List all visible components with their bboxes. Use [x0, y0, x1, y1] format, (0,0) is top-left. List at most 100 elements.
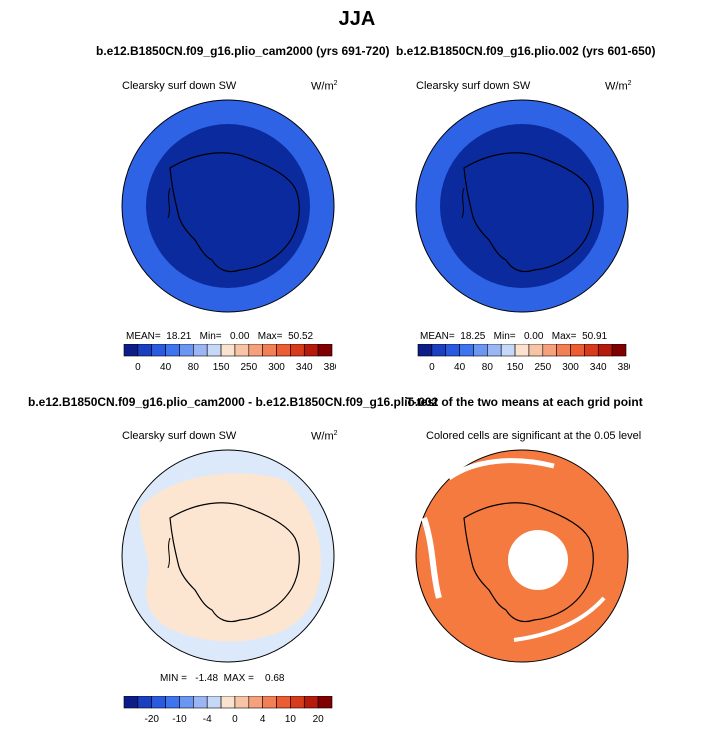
- colorbar-label: 0: [232, 714, 238, 725]
- colorbar-label: 0: [135, 362, 141, 373]
- panel-4-title: T-test of the two means at each grid poi…: [406, 395, 643, 409]
- antarctica-coastline: [169, 152, 300, 273]
- colorbar-swatch: [611, 344, 627, 357]
- colorbar-swatch: [431, 344, 447, 357]
- colorbar-swatch: [193, 344, 208, 357]
- colorbar-swatch: [220, 696, 236, 709]
- colorbar-swatch: [165, 696, 180, 709]
- panel-1-stats: MEAN= 18.21 Min= 0.00 Max= 50.52: [126, 331, 314, 342]
- colorbar-swatch: [137, 696, 153, 709]
- colorbar-label: 300: [562, 362, 579, 373]
- colorbar-swatch: [220, 344, 236, 357]
- colorbar-label: -4: [203, 714, 212, 725]
- colorbar-label: 340: [296, 362, 313, 373]
- panel-3-minmax: MIN = -1.48 MAX = 0.68: [160, 673, 285, 684]
- panel-3-units: W/m2: [311, 430, 338, 443]
- colorbar-2: 0 40 80 150 250 300 340 380: [417, 344, 630, 373]
- colorbar-swatch: [248, 696, 263, 709]
- colorbar-swatch: [234, 696, 250, 709]
- colorbar-swatch: [317, 344, 333, 357]
- colorbar-label: 250: [534, 362, 551, 373]
- colorbar-label: 4: [260, 714, 266, 725]
- inner-disc: [440, 124, 604, 288]
- panel-2-title: b.e12.B1850CN.f09_g16.plio.002 (yrs 601-…: [396, 44, 656, 58]
- colorbar-label: 80: [188, 362, 200, 373]
- colorbar-swatch: [556, 344, 571, 357]
- colorbar-label: 380: [618, 362, 630, 373]
- panel-2-map: [415, 99, 629, 313]
- colorbar-label: 80: [482, 362, 494, 373]
- colorbar-swatch: [570, 344, 585, 357]
- antarctica-coastline: [463, 502, 594, 623]
- colorbar-swatch: [417, 344, 433, 357]
- colorbar-3: -20 -10 -4 0 4 10 20: [123, 696, 333, 725]
- colorbar-1: 0 40 80 150 250 300 340 380: [123, 344, 336, 373]
- panel-3-map: [121, 449, 335, 663]
- colorbar-label: -20: [145, 714, 160, 725]
- panel-1-map: [121, 99, 335, 313]
- colorbar-swatch: [445, 344, 460, 357]
- colorbar-label: 10: [285, 714, 297, 725]
- colorbar-label: 250: [240, 362, 257, 373]
- colorbar-swatch: [276, 696, 291, 709]
- colorbar-swatch: [528, 344, 544, 357]
- colorbar-swatch: [206, 696, 222, 709]
- insignificant-band-west: [421, 517, 442, 599]
- colorbar-label: 380: [324, 362, 336, 373]
- colorbar-swatch: [248, 344, 263, 357]
- panel-3-variable: Clearsky surf down SW: [122, 430, 237, 442]
- panel-2-variable: Clearsky surf down SW: [416, 80, 531, 92]
- colorbar-label: 0: [429, 362, 435, 373]
- colorbar-swatch: [317, 696, 333, 709]
- colorbar-swatch: [473, 344, 488, 357]
- colorbar-swatch: [123, 344, 139, 357]
- colorbar-label: 40: [160, 362, 172, 373]
- colorbar-label: 150: [213, 362, 230, 373]
- colorbar-swatch: [290, 696, 305, 709]
- panel-1-title: b.e12.B1850CN.f09_g16.plio_cam2000 (yrs …: [96, 44, 390, 58]
- colorbar-swatch: [500, 344, 516, 357]
- panel-3-title: b.e12.B1850CN.f09_g16.plio_cam2000 - b.e…: [28, 395, 439, 409]
- colorbar-swatch: [459, 344, 474, 357]
- peninsula-coastline: [167, 537, 171, 569]
- panel-4-map: [415, 449, 629, 663]
- colorbar-swatch: [151, 696, 166, 709]
- colorbar-swatch: [290, 344, 305, 357]
- panel-2-stats: MEAN= 18.25 Min= 0.00 Max= 50.91: [420, 331, 608, 342]
- panel-1-units: W/m2: [311, 80, 338, 93]
- colorbar-label: 40: [454, 362, 466, 373]
- colorbar-label: 150: [507, 362, 524, 373]
- colorbar-swatch: [542, 344, 557, 357]
- antarctica-coastline: [169, 502, 300, 623]
- colorbar-swatch: [193, 696, 208, 709]
- panel-4-note: Colored cells are significant at the 0.0…: [426, 430, 642, 442]
- page-title: JJA: [338, 8, 376, 30]
- colorbar-swatch: [584, 344, 599, 357]
- inner-disc: [146, 124, 310, 288]
- colorbar-swatch: [597, 344, 613, 357]
- colorbar-swatch: [262, 696, 277, 709]
- colorbar-swatch: [303, 344, 319, 357]
- colorbar-swatch: [179, 696, 194, 709]
- colorbar-swatch: [123, 696, 139, 709]
- colorbar-swatch: [487, 344, 502, 357]
- colorbar-label: -10: [172, 714, 187, 725]
- insignificant-arc: [447, 458, 555, 481]
- insignificant-arc-south: [513, 596, 606, 642]
- colorbar-label: 20: [313, 714, 325, 725]
- insignificant-center: [508, 530, 568, 590]
- positive-anomaly-region: [139, 473, 321, 642]
- colorbar-swatch: [137, 344, 153, 357]
- colorbar-swatch: [151, 344, 166, 357]
- colorbar-label: 340: [590, 362, 607, 373]
- panel-2-units: W/m2: [605, 80, 632, 93]
- colorbar-swatch: [165, 344, 180, 357]
- antarctica-coastline: [463, 152, 594, 273]
- colorbar-swatch: [206, 344, 222, 357]
- colorbar-swatch: [276, 344, 291, 357]
- colorbar-swatch: [179, 344, 194, 357]
- peninsula-coastline: [461, 187, 465, 219]
- colorbar-swatch: [514, 344, 530, 357]
- colorbar-swatch: [234, 344, 250, 357]
- colorbar-swatch: [303, 696, 319, 709]
